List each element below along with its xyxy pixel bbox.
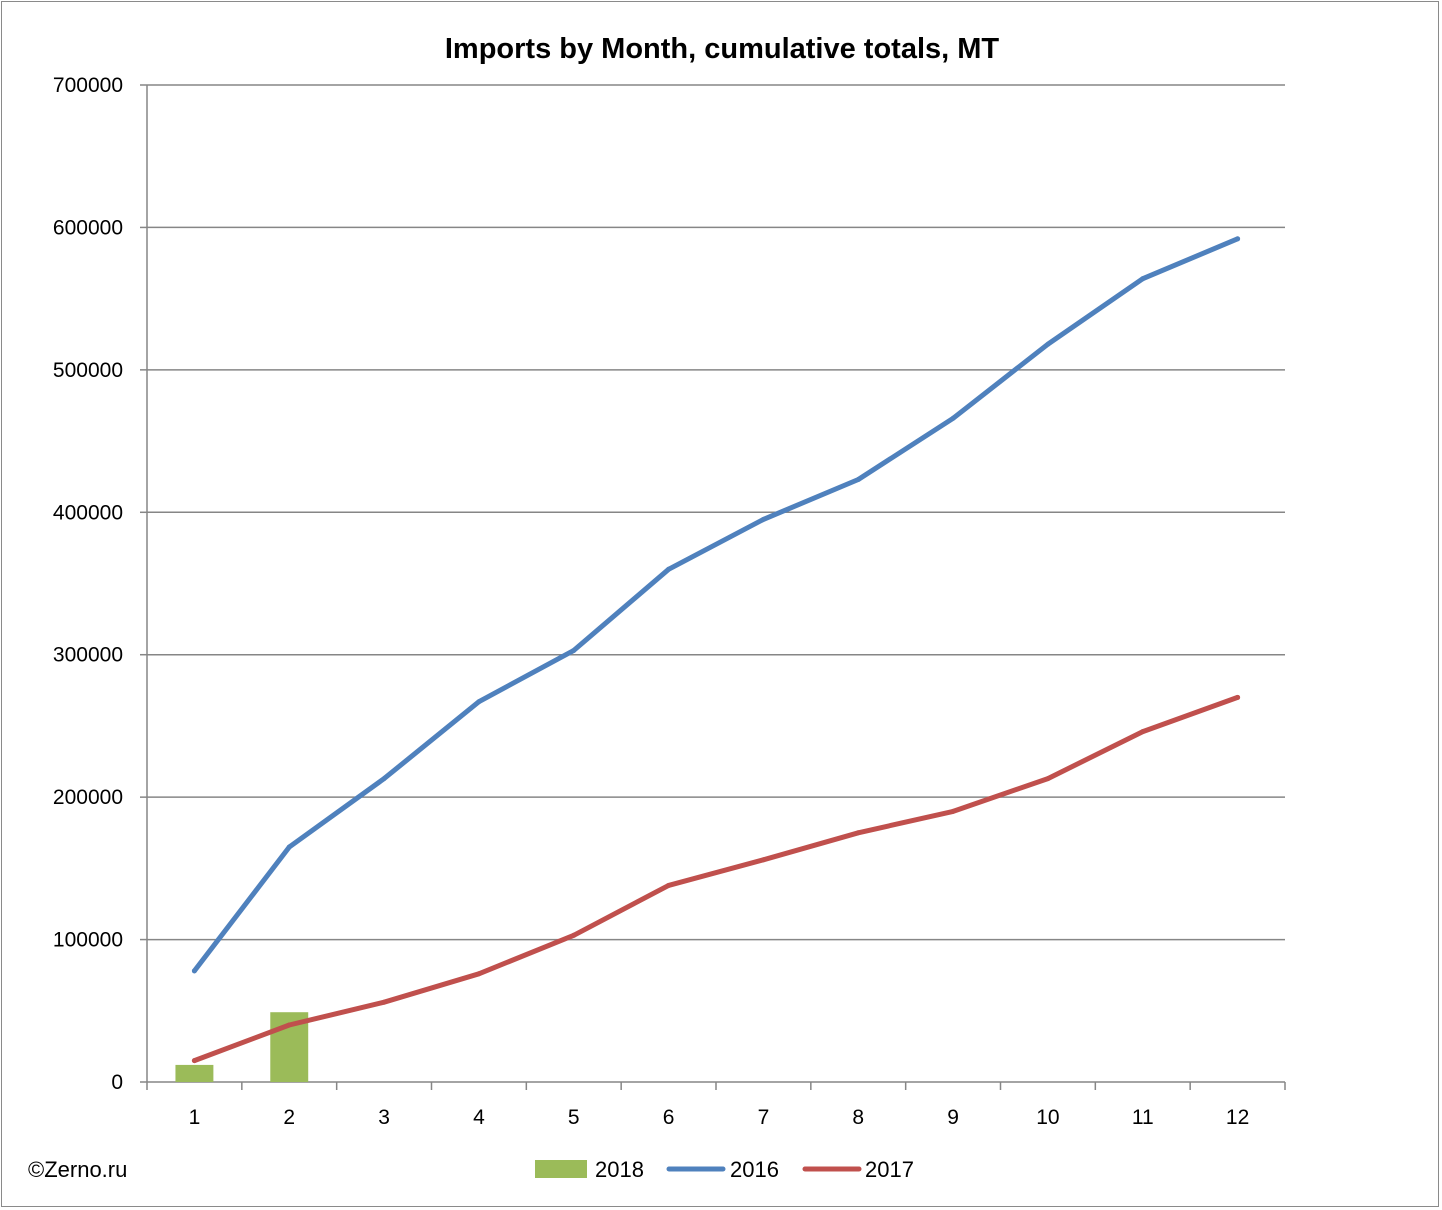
point-2016-11 (1140, 276, 1146, 282)
grid-lines (147, 84, 1285, 941)
x-tick-label: 8 (852, 1106, 864, 1129)
point-2017-9 (950, 808, 956, 814)
point-2017-3 (381, 999, 387, 1005)
x-tick-label: 4 (473, 1106, 485, 1129)
bar-series (175, 1012, 309, 1082)
legend: 2018 2016 2017 (535, 1157, 914, 1182)
legend-label-2017: 2017 (865, 1157, 914, 1182)
y-tick-label: 300000 (53, 644, 123, 667)
y-tick-label: 700000 (53, 74, 123, 97)
x-tick-label: 5 (568, 1106, 580, 1129)
legend-label-2018: 2018 (595, 1157, 644, 1182)
point-2017-8 (855, 830, 861, 836)
line-series-2017 (191, 694, 1241, 1064)
point-2016-5 (571, 647, 577, 653)
point-2017-4 (476, 971, 482, 977)
point-2017-6 (666, 882, 672, 888)
watermark: ©Zerno.ru (28, 1157, 127, 1182)
point-2016-8 (855, 477, 861, 483)
y-tick-label: 500000 (53, 359, 123, 382)
point-2016-2 (286, 844, 292, 850)
x-tick-label: 1 (189, 1106, 201, 1129)
point-2016-10 (1045, 341, 1051, 347)
point-2016-1 (191, 968, 197, 974)
point-2016-9 (950, 415, 956, 421)
point-2016-12 (1235, 236, 1241, 242)
point-2017-7 (760, 857, 766, 863)
y-tick-label: 200000 (53, 786, 123, 809)
legend-swatch-2018 (535, 1160, 587, 1178)
line-series-2016 (191, 236, 1241, 974)
bar-2018-1 (175, 1064, 214, 1082)
point-2016-7 (760, 516, 766, 522)
y-tick-label: 0 (111, 1071, 123, 1094)
chart-title: Imports by Month, cumulative totals, MT (445, 33, 1000, 65)
x-tick-label: 9 (947, 1106, 959, 1129)
y-tick-label: 600000 (53, 216, 123, 239)
legend-label-2016: 2016 (730, 1157, 779, 1182)
point-2016-6 (666, 566, 672, 572)
point-2017-10 (1045, 776, 1051, 782)
y-tick-label: 400000 (53, 501, 123, 524)
axes (140, 84, 1286, 1090)
x-tick-label: 11 (1132, 1106, 1154, 1129)
x-tick-label: 7 (758, 1106, 770, 1129)
point-2017-2 (286, 1022, 292, 1028)
x-axis-ticks: 1 2 3 4 5 6 7 8 9 10 11 12 (189, 1106, 1250, 1129)
point-2017-1 (191, 1058, 197, 1064)
x-tick-label: 3 (378, 1106, 390, 1129)
y-tick-label: 100000 (53, 929, 123, 952)
point-2017-12 (1235, 694, 1241, 700)
x-tick-label: 6 (663, 1106, 675, 1129)
point-2016-4 (476, 699, 482, 705)
point-2017-11 (1140, 729, 1146, 735)
y-axis-ticks: 0 100000 200000 300000 400000 500000 600000 700… (53, 74, 123, 1094)
point-2016-3 (381, 776, 387, 782)
x-tick-label: 10 (1036, 1106, 1059, 1129)
line-series (191, 236, 1241, 1064)
x-tick-label: 2 (283, 1106, 295, 1129)
x-tick-label: 12 (1226, 1106, 1249, 1129)
point-2017-5 (571, 932, 577, 938)
